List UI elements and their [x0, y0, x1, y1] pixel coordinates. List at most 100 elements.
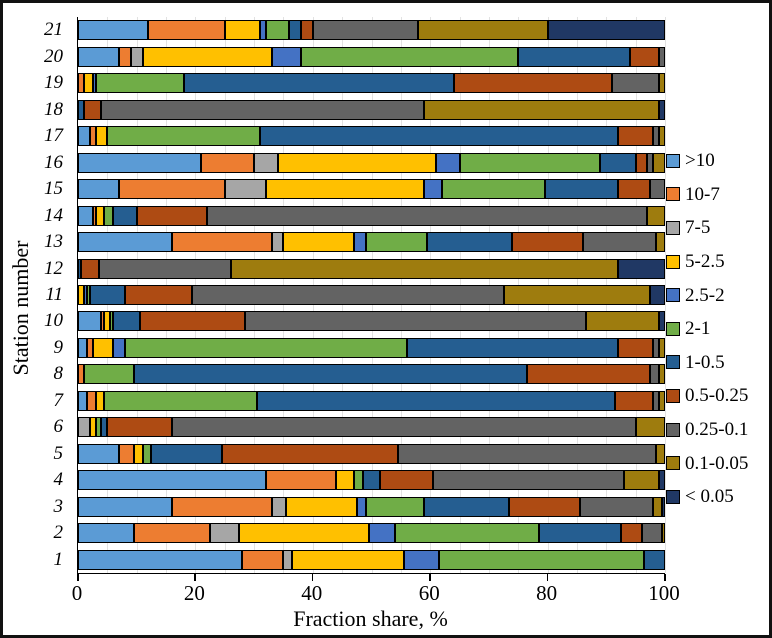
- bar-segment-0.25-0.1: [312, 20, 419, 41]
- bar-segment-10-7: [119, 46, 131, 67]
- bar-row-station-20: [78, 46, 665, 67]
- x-tick-label-20: 20: [183, 581, 205, 605]
- legend-swatch-icon: [666, 220, 680, 235]
- bar-segment->10: [78, 179, 120, 200]
- bar-segment->10: [78, 470, 266, 491]
- y-axis-title: Station number: [8, 240, 33, 376]
- bar-segment-5-2.5: [277, 152, 437, 173]
- bar-segment-< 0.05: [662, 496, 665, 517]
- bar-segment->10: [78, 311, 102, 332]
- legend-item: < 0.05: [666, 480, 748, 514]
- bar-row-station-18: [78, 99, 665, 120]
- bar-segment-10-7: [78, 73, 84, 94]
- bar-segment-5-2.5: [95, 205, 105, 226]
- bar-segment-10-7: [171, 496, 272, 517]
- bar-segment-5-2.5: [133, 443, 143, 464]
- bar-segment->10: [78, 390, 87, 411]
- bar-segment-0.5-0.25: [615, 390, 654, 411]
- bar-segment-5-2.5: [292, 549, 404, 570]
- bar-segment-7-5: [78, 417, 90, 438]
- legend-label: 10-7: [685, 183, 720, 205]
- bar-segment-5-2.5: [265, 179, 425, 200]
- bar-segment-10-7: [78, 364, 84, 385]
- x-tick-label-60: 60: [418, 581, 440, 605]
- legend-swatch-icon: [666, 355, 680, 370]
- bar-row-station-9: [78, 337, 665, 358]
- bar-segment-0.1-0.05: [230, 258, 619, 279]
- bar-row-station-11: [78, 285, 665, 305]
- bar-segment-0.5-0.25: [629, 46, 660, 67]
- legend-swatch-icon: [666, 153, 680, 168]
- station-label-3: 3: [53, 495, 64, 517]
- bar-segment-1-0.5: [427, 232, 513, 253]
- legend-label: >10: [685, 150, 715, 172]
- bar-segment-< 0.05: [547, 20, 665, 41]
- station-label-4: 4: [53, 469, 64, 491]
- bar-segment-2-1: [439, 549, 645, 570]
- bar-segment-1-0.5: [600, 152, 636, 173]
- station-label-15: 15: [44, 178, 63, 200]
- bar-row-station-6: [78, 417, 665, 438]
- bar-segment-5-2.5: [336, 470, 354, 491]
- station-label-17: 17: [44, 125, 63, 147]
- bar-segment-2.5-2: [356, 496, 366, 517]
- bar-segment-7-5: [130, 46, 143, 67]
- legend-item: 0.1-0.05: [666, 446, 748, 480]
- bar-segment-2-1: [95, 73, 184, 94]
- bar-segment-2-1: [104, 390, 258, 411]
- station-label-21: 21: [44, 19, 63, 41]
- bar-segment-0.1-0.05: [659, 390, 665, 411]
- x-axis-title: Fraction share, %: [293, 606, 448, 631]
- bar-segment->10: [78, 152, 202, 173]
- legend-swatch-icon: [666, 187, 680, 202]
- bar-segment-0.25-0.1: [650, 364, 660, 385]
- bar-segment-0.1-0.05: [659, 337, 665, 358]
- legend-label: 0.1-0.05: [685, 452, 749, 474]
- bar-segment-0.5-0.25: [221, 443, 398, 464]
- bar-segment-1-0.5: [101, 417, 108, 438]
- bar-segment-0.1-0.05: [659, 364, 665, 385]
- legend: >10 10-7 7-5 5-2.5 2.5-2 2-1 1-0.5 0.5-0.25 0.25…: [666, 144, 748, 514]
- bar-segment-0.25-0.1: [98, 258, 231, 279]
- bar-segment-2-1: [301, 46, 519, 67]
- legend-item: 2-1: [666, 312, 748, 346]
- bar-segment-10-7: [265, 470, 337, 491]
- bar-segment-0.25-0.1: [245, 311, 586, 332]
- bar-segment-0.5-0.25: [453, 73, 613, 94]
- bar-segment-0.5-0.25: [527, 364, 651, 385]
- bar-row-station-21: [78, 20, 665, 41]
- x-tick-label-40: 40: [301, 581, 323, 605]
- x-tick-mark: [311, 574, 314, 581]
- bar-segment->10: [78, 523, 134, 544]
- legend-label: 0.25-0.1: [685, 419, 749, 441]
- bar-segment-0.25-0.1: [653, 126, 660, 147]
- bar-segment-0.25-0.1: [612, 73, 660, 94]
- legend-swatch-icon: [666, 422, 680, 437]
- bar-segment-0.1-0.05: [656, 443, 665, 464]
- legend-item: 1-0.5: [666, 346, 748, 380]
- legend-label: 2.5-2: [685, 284, 725, 306]
- bar-segment-1-0.5: [78, 258, 81, 279]
- bar-segment-0.25-0.1: [397, 443, 657, 464]
- station-label-13: 13: [44, 231, 63, 253]
- bar-segment-5-2.5: [239, 523, 369, 544]
- station-label-8: 8: [53, 363, 64, 385]
- bar-segment-2-1: [95, 417, 102, 438]
- bar-segment-0.1-0.05: [653, 496, 663, 517]
- x-tick-mark: [664, 574, 666, 581]
- bar-segment-7-5: [271, 496, 287, 517]
- bar-segment-0.1-0.05: [635, 417, 665, 438]
- bar-segment-5-2.5: [92, 337, 114, 358]
- bar-segment-0.5-0.25: [509, 496, 580, 517]
- bar-segment-10-7: [133, 523, 211, 544]
- bar-segment-1-0.5: [89, 285, 125, 305]
- station-label-10: 10: [44, 310, 63, 332]
- x-tick-label-80: 80: [536, 581, 558, 605]
- bar-segment-2.5-2: [271, 46, 302, 67]
- legend-item: 5-2.5: [666, 245, 748, 279]
- station-label-6: 6: [53, 416, 64, 438]
- bar-segment-10-7: [86, 390, 96, 411]
- bar-segment-10-7: [171, 232, 272, 253]
- x-tick-mark: [429, 574, 431, 581]
- bar-row-station-3: [78, 496, 665, 517]
